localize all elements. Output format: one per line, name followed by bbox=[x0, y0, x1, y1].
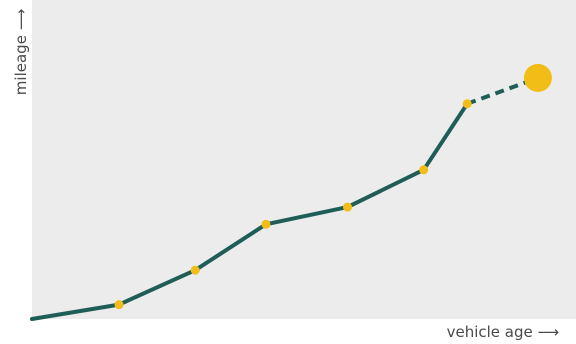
data-point bbox=[462, 99, 472, 109]
data-point bbox=[114, 300, 124, 310]
data-point bbox=[261, 219, 271, 229]
marker-layer bbox=[114, 63, 552, 310]
data-point bbox=[419, 165, 429, 175]
projected-point bbox=[523, 63, 552, 92]
x-axis-label: vehicle age ⟶ bbox=[447, 323, 559, 341]
data-point bbox=[343, 202, 353, 212]
data-point bbox=[190, 265, 200, 275]
plot-background bbox=[32, 0, 576, 319]
y-axis-label: mileage ⟶ bbox=[12, 9, 30, 95]
